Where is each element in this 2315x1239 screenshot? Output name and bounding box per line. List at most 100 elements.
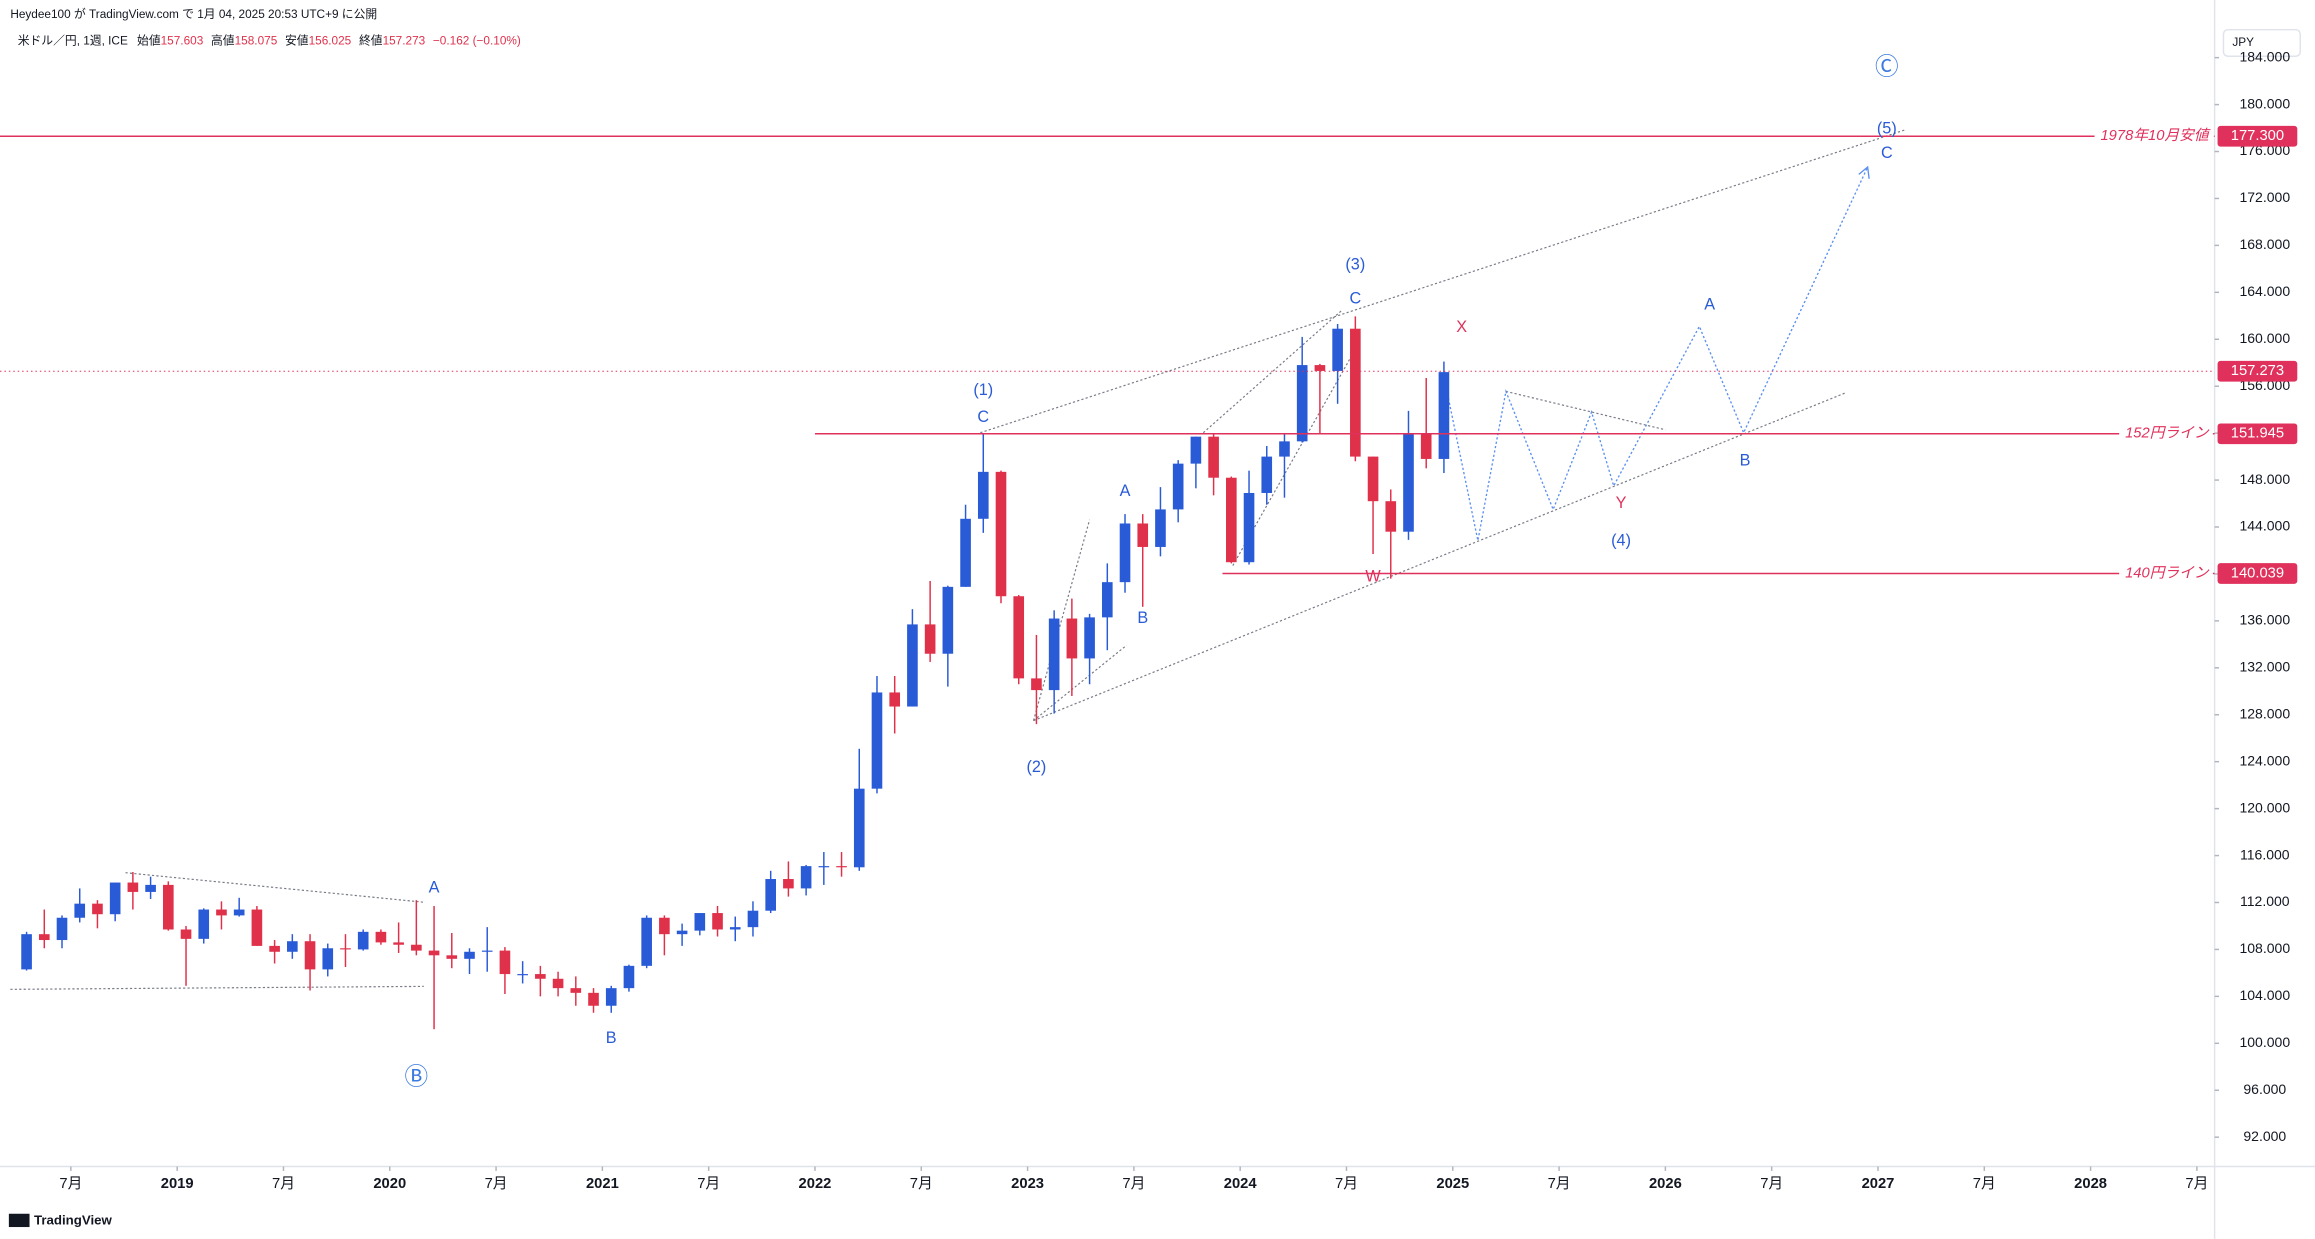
y-tick-label: 184.000: [2239, 48, 2290, 64]
symbol: 米ドル／円, 1週, ICE: [18, 34, 128, 48]
x-tick-label: 2026: [1649, 1176, 1682, 1192]
candle-body: [871, 692, 883, 789]
candle-body: [1226, 477, 1237, 563]
close-label: 終値: [359, 34, 383, 48]
wave-label: B: [1740, 452, 1751, 470]
candle-body: [180, 929, 192, 939]
candle-body: [1066, 618, 1078, 659]
candle-body: [411, 944, 422, 951]
level-price-box: [2217, 125, 2298, 147]
candle-body: [552, 978, 564, 989]
x-tick-label: 2020: [373, 1176, 406, 1192]
wave-label: (1): [973, 381, 993, 399]
candle-body: [694, 913, 706, 931]
candle-body: [747, 910, 759, 928]
candle-body: [800, 866, 812, 889]
currency-box[interactable]: [2222, 28, 2301, 57]
y-tick-label: 164.000: [2239, 283, 2290, 299]
wave-label: Y: [1616, 494, 1627, 512]
projection-path: [1443, 166, 1869, 541]
candle-body: [1172, 463, 1184, 510]
trendline: [125, 872, 424, 903]
candle-body: [712, 913, 723, 930]
candle-body: [162, 884, 174, 930]
y-tick-label: 160.000: [2239, 330, 2290, 346]
y-tick-label: 168.000: [2239, 236, 2290, 252]
footer-logo: TradingView: [34, 1213, 113, 1228]
level-price-box: [2217, 423, 2298, 445]
candle-body: [1119, 523, 1131, 583]
x-tick-label: 7月: [910, 1176, 933, 1192]
candle-body: [56, 917, 68, 941]
level-price-label: 140.039: [2231, 565, 2284, 581]
candle-body: [464, 951, 475, 959]
x-tick-label: 7月: [1973, 1176, 1996, 1192]
candle-body: [1137, 523, 1149, 547]
x-tick-label: 7月: [1548, 1176, 1571, 1192]
x-tick-label: 7月: [697, 1176, 720, 1192]
candle-body: [623, 965, 635, 989]
open-label: 始値: [137, 34, 161, 48]
x-tick-label: 7月: [1760, 1176, 1783, 1192]
currency: JPY: [2232, 35, 2254, 49]
candle-body: [960, 518, 971, 587]
candle-body: [233, 909, 245, 916]
wave-label: B: [1137, 609, 1148, 627]
level-price-label: 177.300: [2231, 128, 2284, 144]
candle-body: [357, 931, 369, 950]
candle-body: [535, 974, 546, 979]
candle-body: [1101, 582, 1113, 618]
y-tick-label: 120.000: [2239, 799, 2290, 815]
low-label: 安値: [285, 34, 309, 48]
x-tick-label: 7月: [59, 1176, 82, 1192]
candle-body: [570, 988, 582, 993]
candle-body: [818, 866, 830, 868]
close-value: 157.273: [383, 34, 426, 48]
x-tick-label: 2025: [1436, 1176, 1469, 1192]
y-tick-label: 136.000: [2239, 612, 2290, 628]
wave-label: (5): [1877, 120, 1897, 138]
x-tick-label: 2027: [1862, 1176, 1895, 1192]
candle-body: [605, 988, 617, 1006]
candle-body: [977, 471, 989, 519]
candle-body: [269, 945, 280, 952]
y-tick-label: 96.000: [2243, 1081, 2286, 1097]
y-tick-label: 104.000: [2239, 987, 2290, 1003]
change-value: −0.162 (−0.10%): [433, 34, 521, 48]
candle-body: [676, 930, 688, 935]
x-tick-label: 2024: [1224, 1176, 1258, 1192]
candle-body: [783, 879, 794, 889]
candle-body: [21, 934, 32, 970]
candle-body: [38, 934, 50, 941]
candle-body: [287, 941, 298, 952]
candle-body: [145, 884, 156, 892]
candle-body: [251, 909, 263, 946]
candle-body: [588, 992, 599, 1006]
candle-body: [74, 903, 86, 918]
wave-label: Ⓒ: [1875, 53, 1899, 80]
candle-body: [304, 941, 316, 970]
wave-label: (3): [1345, 256, 1365, 274]
candle-body: [499, 950, 511, 975]
y-tick-label: 148.000: [2239, 471, 2290, 487]
candle-body: [1155, 509, 1166, 547]
candle-body: [127, 882, 139, 892]
wave-label: A: [1120, 482, 1131, 500]
level-name: 140円ライン: [2125, 565, 2210, 581]
x-tick-label: 2019: [161, 1176, 194, 1192]
candle-body: [641, 917, 652, 966]
wave-label: B: [606, 1029, 617, 1047]
wave-label: A: [429, 879, 440, 897]
wave-label: A: [1704, 296, 1715, 314]
wave-label: C: [977, 408, 989, 426]
candle-body: [765, 879, 776, 911]
y-tick-label: 116.000: [2240, 846, 2290, 862]
x-tick-label: 2022: [799, 1176, 832, 1192]
candle-body: [924, 624, 936, 654]
candle-body: [907, 624, 918, 707]
candle-body: [92, 903, 103, 915]
candle-body: [1190, 436, 1202, 464]
x-tick-label: 2021: [586, 1176, 619, 1192]
